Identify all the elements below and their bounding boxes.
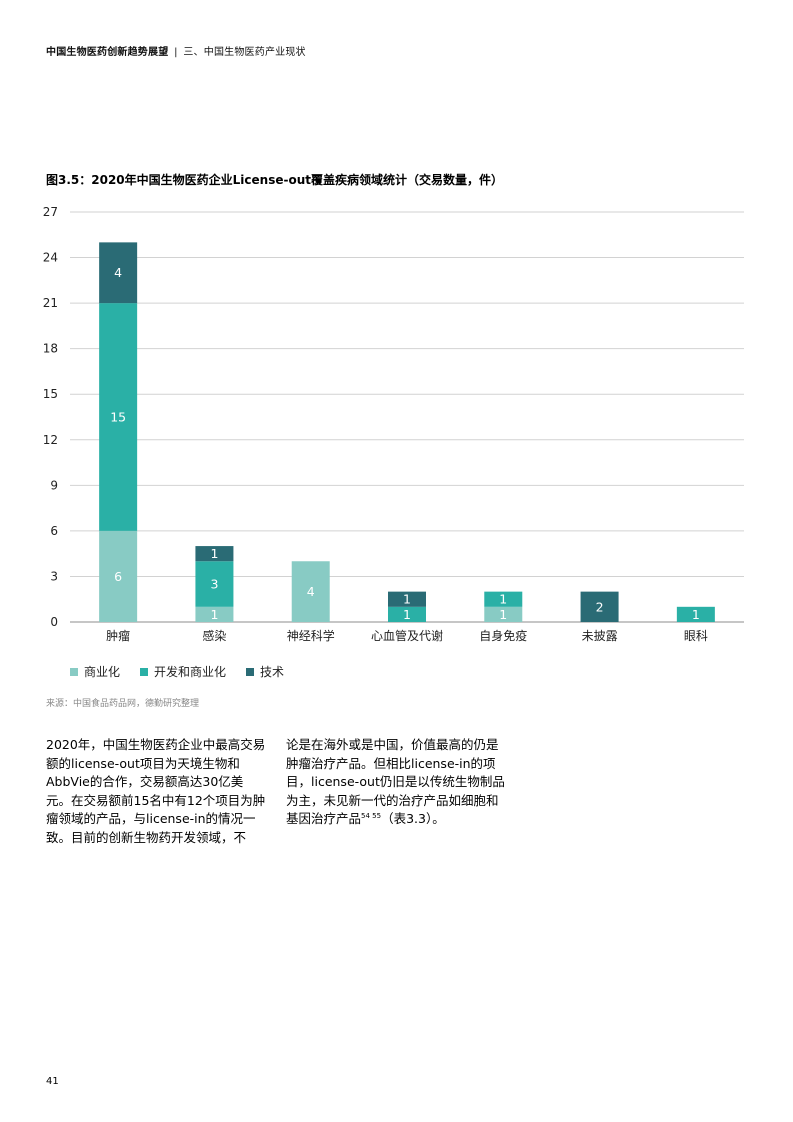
bar-segment — [291, 561, 330, 622]
x-category-label: 未披露 — [582, 629, 618, 643]
header-separator: | — [174, 47, 178, 58]
legend-label-dev-commercial: 开发和商业化 — [154, 665, 227, 679]
bar-segment — [99, 303, 138, 531]
stacked-bar-chart: 03691215182124276154肿瘤131感染4神经科学11心血管及代谢… — [43, 205, 744, 643]
body-paragraph-right-suffix: （表3.3）。 — [381, 811, 445, 826]
bar-segment — [388, 591, 426, 607]
running-header: 中国生物医药创新趋势展望 | 三、中国生物医药产业现状 — [46, 43, 306, 58]
data-label: 1 — [210, 607, 218, 622]
body-paragraph-right-text: 论是在海外或是中国，价值最高的仍是肿瘤治疗产品。但相比license-in的项目… — [286, 737, 505, 826]
data-label: 1 — [692, 607, 700, 622]
data-label: 1 — [499, 592, 507, 607]
y-tick-label: 9 — [50, 478, 58, 492]
x-category-label: 感染 — [202, 628, 226, 643]
y-tick-label: 3 — [50, 569, 58, 583]
y-tick-label: 0 — [50, 615, 58, 629]
x-category-label: 肿瘤 — [106, 628, 130, 643]
bar-segment — [484, 591, 523, 607]
x-category-label: 眼科 — [684, 629, 708, 643]
bar-segment — [195, 561, 234, 607]
legend-swatch-technology — [246, 667, 255, 676]
page-number: 41 — [46, 1076, 59, 1087]
legend-label-technology: 技术 — [260, 665, 285, 679]
body-paragraph-right: 论是在海外或是中国，价值最高的仍是肿瘤治疗产品。但相比license-in的项目… — [286, 736, 508, 829]
legend-label-commercial: 商业化 — [84, 665, 121, 679]
y-tick-label: 12 — [43, 433, 58, 447]
y-tick-label: 18 — [43, 342, 58, 356]
body-paragraph-left: 2020年，中国生物医药企业中最高交易额的license-out项目为天境生物和… — [46, 737, 266, 845]
data-label: 4 — [307, 584, 315, 599]
bar-segment — [388, 606, 426, 622]
x-category-label: 自身免疫 — [479, 628, 527, 643]
y-tick-label: 21 — [43, 296, 58, 310]
y-tick-label: 15 — [43, 387, 58, 401]
bar-segment — [195, 546, 234, 562]
y-tick-label: 6 — [50, 524, 58, 538]
data-label: 1 — [499, 607, 507, 622]
bar-segment — [580, 591, 619, 622]
legend-swatch-commercial — [70, 667, 78, 676]
bar-segment — [676, 606, 715, 622]
x-category-label: 心血管及代谢 — [371, 628, 443, 643]
y-tick-label: 27 — [43, 205, 58, 219]
data-label: 4 — [114, 265, 122, 280]
data-label: 3 — [210, 577, 218, 592]
bar-segment — [195, 606, 234, 622]
chart-legend: 商业化 开发和商业化 技术 — [70, 663, 284, 680]
data-label: 1 — [403, 592, 411, 607]
data-label: 15 — [110, 410, 126, 425]
legend-swatch-dev-commercial — [140, 667, 149, 676]
x-category-label: 神经科学 — [287, 628, 335, 643]
legend-item-technology: 技术 — [246, 663, 284, 680]
section-title: 三、中国生物医药产业现状 — [183, 47, 306, 58]
legend-item-dev-commercial: 开发和商业化 — [140, 663, 226, 680]
legend-item-commercial: 商业化 — [70, 663, 120, 680]
y-tick-label: 24 — [43, 251, 58, 265]
data-label: 6 — [114, 569, 122, 584]
citation-superscript: 54 55 — [361, 811, 382, 820]
bar-segment — [99, 242, 138, 304]
source-note: 来源：中国食品药品网，德勤研究整理 — [46, 699, 200, 709]
report-title: 中国生物医药创新趋势展望 — [46, 47, 169, 58]
bar-segment — [99, 530, 138, 622]
figure-title: 图3.5：2020年中国生物医药企业License-out覆盖疾病领域统计（交易… — [46, 173, 503, 187]
data-label: 1 — [210, 546, 218, 561]
data-label: 2 — [596, 599, 604, 614]
data-label: 1 — [403, 607, 411, 622]
bar-segment — [484, 606, 523, 622]
